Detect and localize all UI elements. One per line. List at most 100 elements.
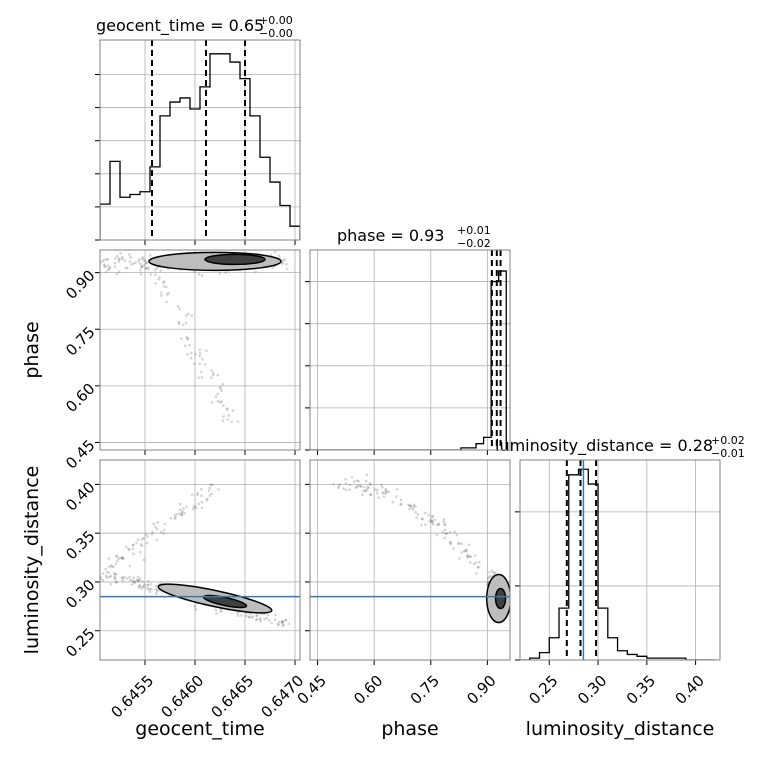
sample-point — [137, 258, 141, 261]
sample-point — [218, 385, 222, 389]
sample-point — [158, 276, 161, 279]
scatter-cloud — [100, 483, 290, 628]
panel-frame — [99, 39, 301, 241]
sample-point — [364, 479, 368, 483]
sample-point — [124, 266, 128, 270]
sample-point — [120, 257, 124, 261]
sample-point — [113, 576, 116, 580]
sample-point — [255, 614, 258, 617]
sample-point — [186, 337, 190, 340]
sample-point — [190, 314, 194, 317]
sample-point — [160, 291, 163, 294]
sample-point — [137, 260, 140, 263]
title-geocent-time-plus: +0.00 — [259, 14, 293, 27]
sample-point — [247, 615, 251, 619]
sample-point — [430, 519, 434, 523]
sample-point — [136, 578, 140, 581]
sample-point — [183, 512, 187, 515]
sample-point — [181, 323, 185, 327]
sample-point — [196, 491, 200, 495]
sample-point — [167, 291, 170, 295]
sample-point — [186, 312, 190, 316]
sample-point — [107, 571, 111, 574]
title-phase-plus: +0.01 — [457, 224, 491, 237]
sample-point — [110, 565, 114, 568]
sample-point — [493, 571, 497, 574]
sample-point — [119, 251, 122, 255]
sample-point — [180, 513, 183, 517]
sample-point — [115, 559, 119, 563]
sample-point — [203, 363, 207, 366]
sample-point — [420, 517, 424, 521]
sample-point — [102, 263, 106, 266]
sample-point — [281, 262, 284, 265]
sample-point — [146, 534, 149, 538]
sample-point — [155, 267, 159, 270]
sample-point — [137, 579, 141, 582]
sample-point — [473, 554, 477, 557]
sample-point — [121, 579, 125, 582]
sample-point — [424, 511, 427, 515]
sample-point — [359, 485, 363, 488]
sample-point — [408, 507, 412, 511]
sample-point — [132, 552, 135, 555]
sample-point — [160, 294, 163, 297]
sample-point — [216, 392, 220, 396]
sample-point — [147, 579, 150, 583]
sample-point — [138, 577, 142, 580]
sample-point — [194, 353, 197, 356]
sample-point — [414, 504, 417, 508]
sample-point — [154, 525, 157, 529]
sample-point — [361, 493, 364, 497]
sample-point — [141, 579, 144, 583]
sample-point — [207, 489, 211, 492]
sample-point — [276, 622, 280, 626]
sample-point — [412, 503, 416, 507]
sample-point — [464, 548, 468, 551]
title-luminosity-distance-plus: +0.02 — [711, 434, 745, 447]
x-tick-label: 0.6455 — [108, 672, 158, 722]
panel-frame — [519, 459, 721, 661]
sample-point — [205, 349, 208, 352]
sample-point — [105, 574, 108, 577]
sample-point — [350, 475, 354, 479]
sample-point — [399, 503, 402, 506]
sample-point — [211, 371, 215, 375]
sample-point — [200, 494, 203, 498]
sample-point — [155, 592, 158, 596]
sample-point — [106, 258, 110, 261]
sample-point — [165, 300, 168, 304]
sample-point — [154, 584, 158, 588]
sample-point — [464, 549, 467, 553]
sample-point — [337, 486, 340, 490]
sample-point — [354, 486, 358, 489]
sample-point — [364, 489, 367, 492]
sample-point — [141, 256, 145, 259]
sample-point — [146, 583, 149, 587]
sample-point — [366, 485, 369, 489]
sample-point — [108, 265, 112, 269]
sample-point — [376, 488, 379, 492]
y-tick-label: 0.75 — [62, 323, 98, 359]
sample-point — [173, 513, 177, 517]
sample-point — [184, 314, 188, 317]
sample-point — [163, 280, 166, 283]
sample-point — [445, 531, 448, 535]
panel-2-2 — [515, 459, 721, 665]
sample-point — [273, 250, 277, 254]
sample-point — [105, 258, 108, 261]
sample-point — [138, 584, 142, 588]
sample-point — [368, 482, 372, 485]
sample-point — [104, 567, 107, 571]
sample-point — [219, 400, 222, 404]
sample-point — [377, 496, 381, 499]
sample-point — [227, 414, 230, 417]
panel-1-1 — [305, 249, 511, 455]
sample-point — [131, 579, 134, 582]
sample-point — [414, 511, 417, 514]
sample-point — [220, 389, 223, 392]
x-tick-label: 0.25 — [525, 672, 561, 708]
sample-point — [210, 401, 214, 404]
sample-point — [162, 285, 166, 288]
sample-point — [113, 257, 117, 260]
